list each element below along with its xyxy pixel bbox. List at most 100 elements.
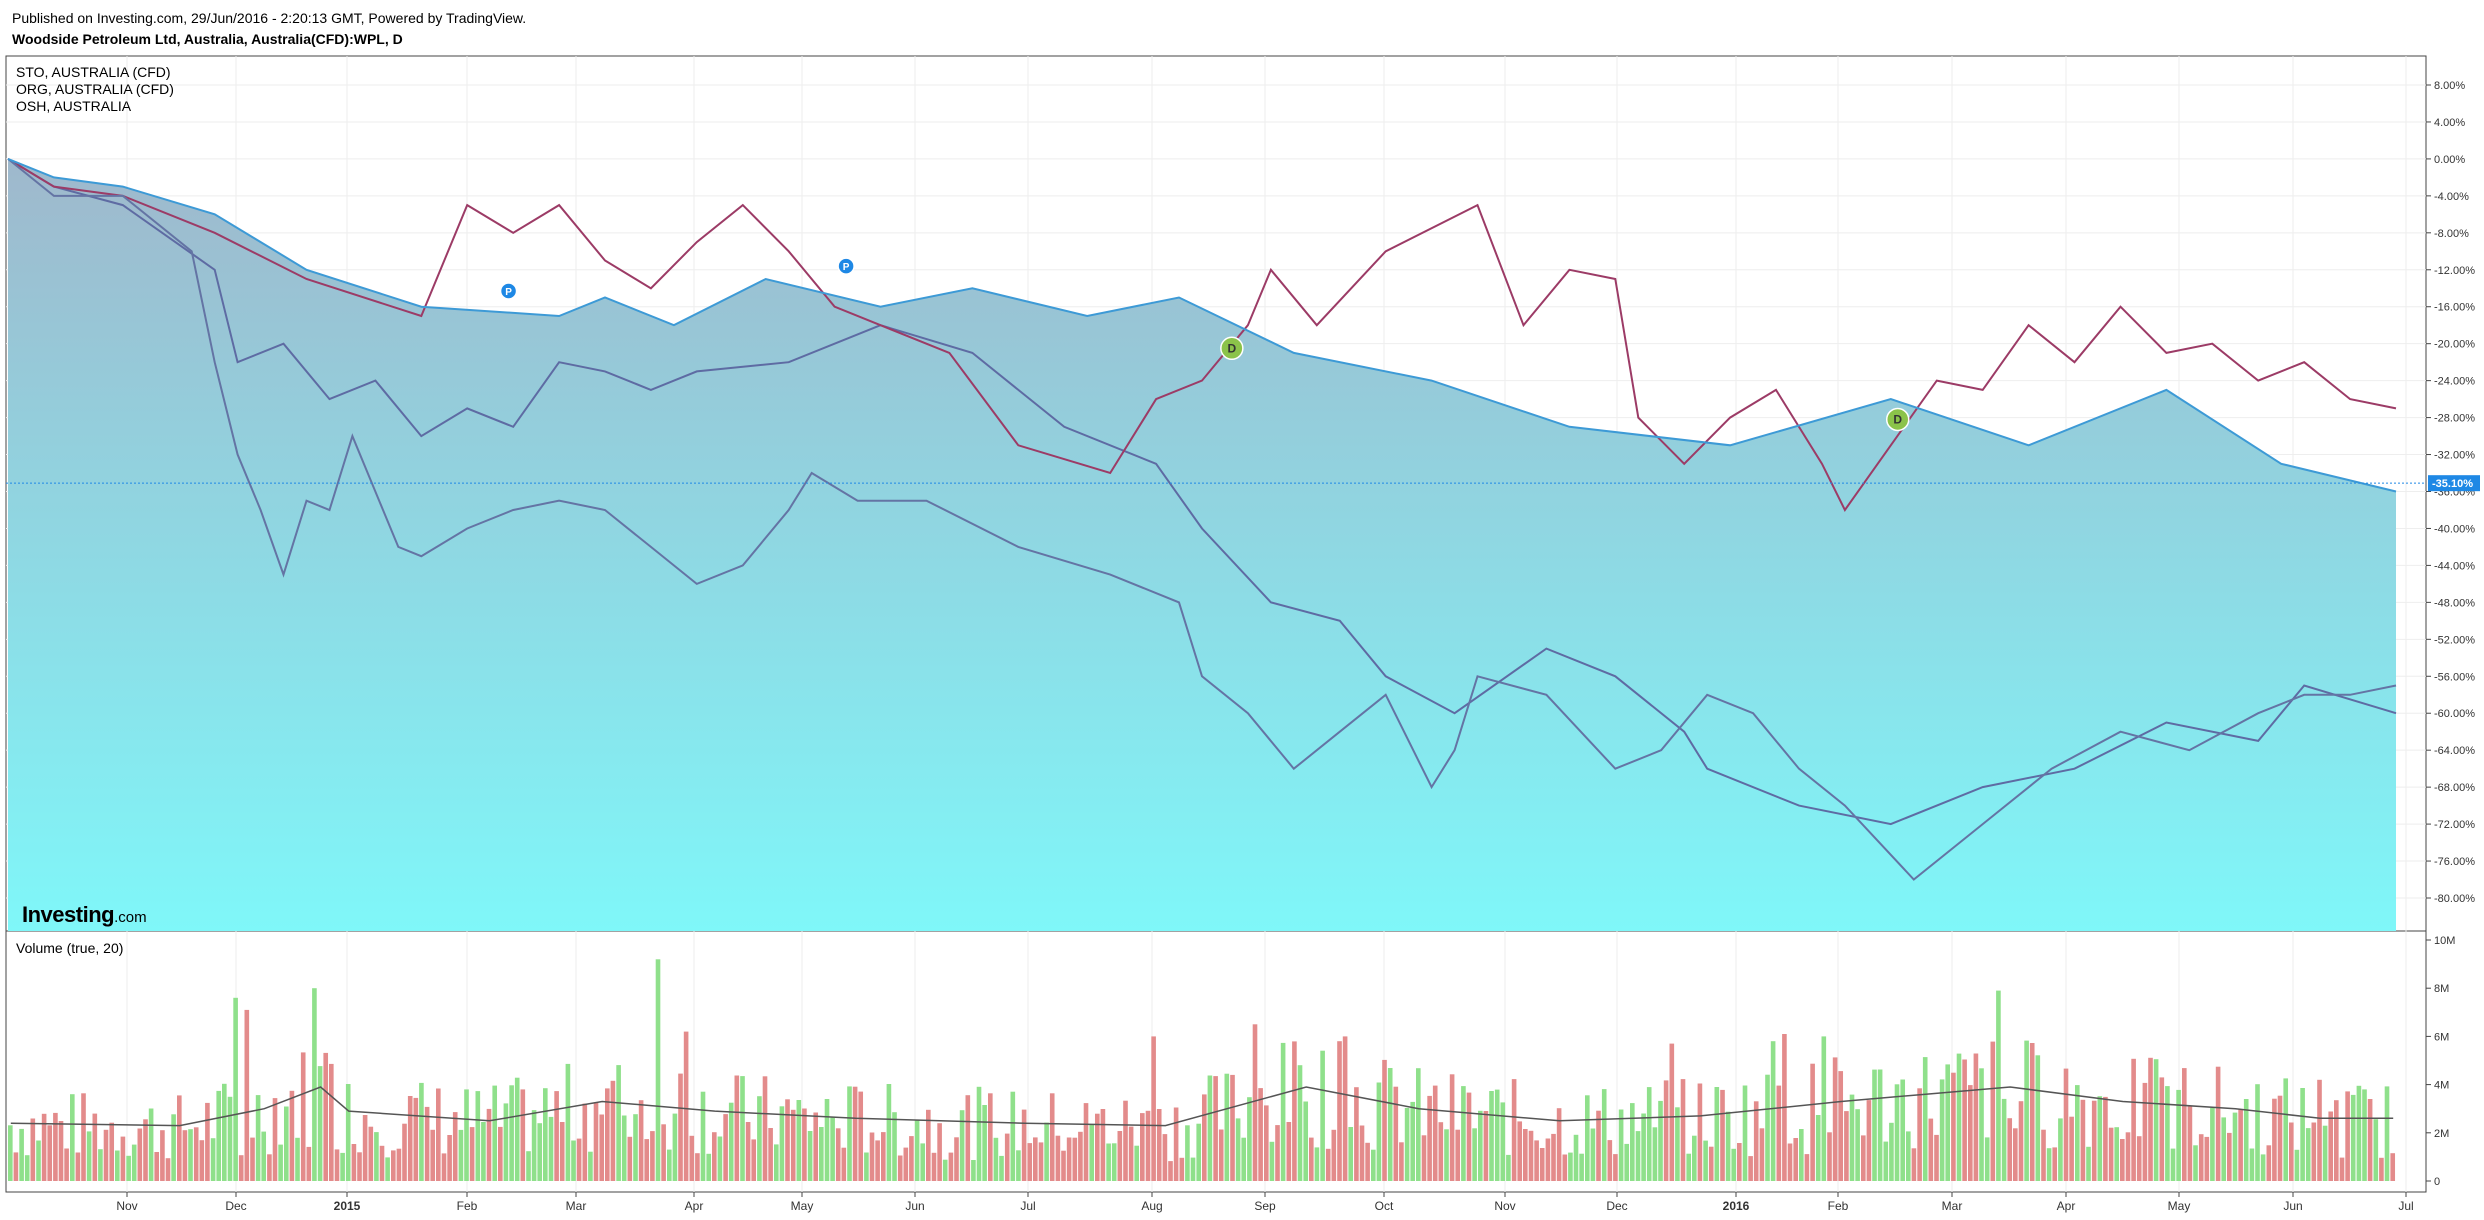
volume-bar: [1303, 1101, 1309, 1181]
published-note: Published on Investing.com, 29/Jun/2016 …: [12, 10, 527, 26]
volume-bar: [644, 1139, 650, 1181]
volume-bar: [2221, 1117, 2227, 1181]
volume-bar: [1590, 1128, 1596, 1181]
volume-bar: [1478, 1110, 1483, 1181]
x-tick-label: Jun: [905, 1199, 924, 1213]
volume-bar: [1196, 1123, 1202, 1181]
volume-bar: [1427, 1095, 1432, 1181]
volume-bar: [1168, 1161, 1173, 1181]
y-tick-label: -20.00%: [2434, 339, 2475, 351]
volume-bar: [1945, 1064, 1951, 1181]
volume-bar: [1421, 1135, 1427, 1181]
volume-axis: 10M 8M 6M 4M 2M 0: [2426, 935, 2455, 1188]
volume-bar: [655, 959, 661, 1181]
volume-bar: [526, 1151, 531, 1181]
volume-bar: [948, 1152, 954, 1181]
volume-bar: [464, 1089, 469, 1181]
volume-bar: [1799, 1129, 1804, 1181]
volume-bar: [751, 1139, 757, 1181]
volume-bar: [1539, 1148, 1545, 1181]
marker-label: P: [505, 287, 512, 298]
y-tick-label: -28.00%: [2434, 413, 2475, 425]
volume-bar: [402, 1123, 407, 1181]
volume-bar: [909, 1136, 914, 1181]
volume-bar: [520, 1089, 526, 1181]
volume-bar: [1934, 1134, 1939, 1181]
volume-bar: [678, 1073, 683, 1181]
x-tick-label: Apr: [685, 1199, 704, 1213]
markers-layer: P P D D: [499, 257, 1910, 432]
y-tick-label: -4.00%: [2434, 191, 2469, 203]
volume-bar: [1866, 1100, 1872, 1181]
volume-bar: [1061, 1150, 1066, 1181]
volume-bar: [2029, 1043, 2035, 1181]
volume-bar: [2148, 1057, 2153, 1181]
volume-bar: [728, 1102, 734, 1181]
volume-bar: [1731, 1148, 1737, 1181]
volume-bar: [1613, 1154, 1618, 1181]
y-tick-label: 0.00%: [2434, 154, 2465, 166]
volume-bar: [790, 1109, 796, 1181]
volume-bar: [2339, 1157, 2345, 1181]
marker-label: D: [1893, 412, 1902, 426]
volume-title[interactable]: Volume (true, 20): [16, 940, 124, 956]
volume-bar: [486, 1108, 492, 1181]
volume-bar: [543, 1088, 548, 1181]
volume-bar: [1641, 1113, 1646, 1181]
volume-bar: [481, 1122, 486, 1181]
last-value-label: -35.10%: [2432, 478, 2473, 490]
volume-bar: [897, 1155, 903, 1181]
volume-bar: [503, 1103, 509, 1181]
volume-bar: [1354, 1087, 1359, 1181]
y-tick-label: -76.00%: [2434, 856, 2475, 868]
volume-bar: [1765, 1074, 1770, 1181]
volume-bar: [1179, 1157, 1185, 1181]
volume-bar: [1556, 1108, 1562, 1181]
volume-bar: [1461, 1086, 1466, 1181]
volume-bar: [1151, 1036, 1156, 1181]
volume-bar: [2193, 1145, 2198, 1181]
volume-bar: [2136, 1136, 2142, 1181]
legend-entry-sto[interactable]: STO, AUSTRALIA (CFD): [16, 64, 171, 80]
volume-bar: [1849, 1094, 1855, 1181]
volume-bar: [1033, 1137, 1038, 1181]
volume-bar: [1106, 1143, 1111, 1181]
legend-entry-org[interactable]: ORG, AUSTRALIA (CFD): [16, 81, 174, 97]
volume-bar: [661, 1124, 666, 1181]
volume-bar: [971, 1160, 976, 1181]
volume-bar: [1815, 1115, 1821, 1181]
x-tick-label: Aug: [1141, 1199, 1162, 1213]
volume-bar: [531, 1110, 537, 1181]
volume-bar: [1049, 1093, 1055, 1181]
volume-bar: [706, 1153, 712, 1181]
volume-bar: [734, 1075, 740, 1181]
volume-bar: [1534, 1140, 1539, 1181]
volume-bar: [1140, 1113, 1145, 1181]
series-org-line: [7, 158, 2397, 512]
volume-bar: [2215, 1066, 2221, 1181]
volume-bar: [2058, 1118, 2063, 1181]
volume-bar: [2035, 1055, 2041, 1181]
volume-bar: [920, 1143, 926, 1181]
volume-bar: [2328, 1111, 2334, 1181]
volume-bar: [2260, 1154, 2266, 1181]
y-tick-label: 4.00%: [2434, 117, 2465, 129]
volume-bar: [1827, 1132, 1832, 1181]
x-tick-label: 2015: [334, 1199, 361, 1213]
volume-bar: [1770, 1041, 1776, 1181]
volume-bar: [2277, 1095, 2283, 1181]
legend-entry-osh[interactable]: OSH, AUSTRALIA: [16, 98, 132, 114]
volume-bar: [1128, 1126, 1134, 1181]
series-osh-line: [7, 158, 2397, 881]
x-tick-label: Jun: [2283, 1199, 2302, 1213]
volume-bar: [689, 1135, 695, 1181]
volume-bar: [368, 1126, 374, 1181]
volume-bar: [1545, 1138, 1551, 1181]
volume-bar: [1697, 1083, 1703, 1181]
volume-bar: [1264, 1105, 1269, 1181]
volume-bar: [1438, 1122, 1444, 1181]
volume-bar: [2334, 1100, 2339, 1181]
volume-bar: [250, 1137, 255, 1181]
volume-bar: [1663, 1080, 1669, 1181]
